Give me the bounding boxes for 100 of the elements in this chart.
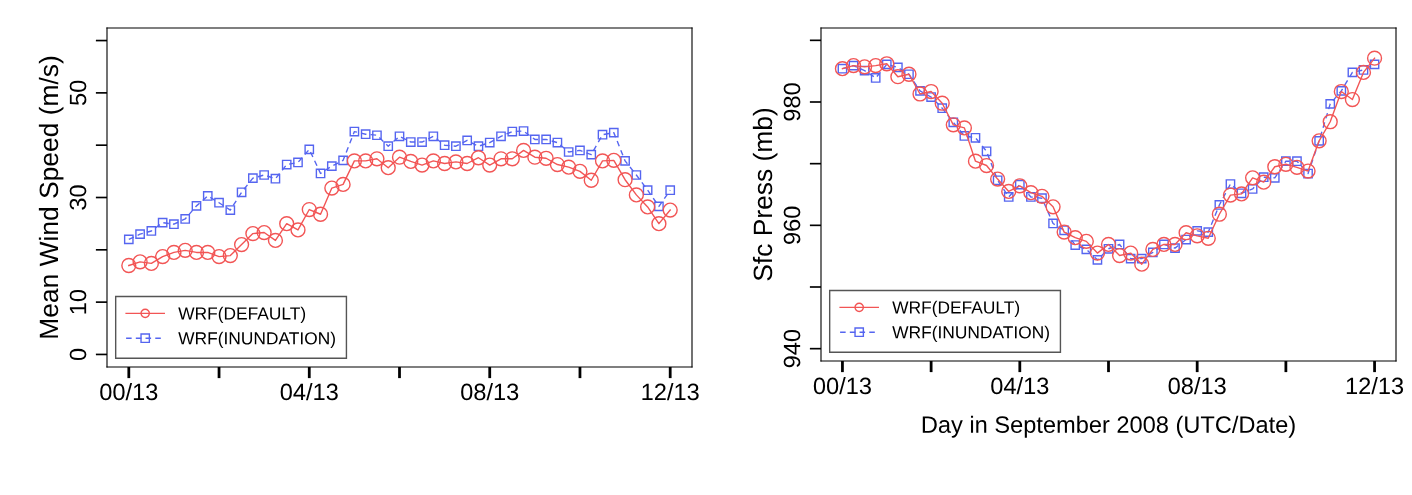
- point: [606, 152, 622, 168]
- point: [504, 151, 520, 167]
- point: [383, 141, 394, 152]
- y-axis-title: Sfc Press (mb): [752, 108, 778, 281]
- x-tick-label: 00/13: [813, 376, 871, 395]
- point: [493, 151, 509, 167]
- point: [245, 225, 261, 242]
- point: [1070, 240, 1081, 250]
- point: [312, 206, 329, 222]
- point: [1325, 98, 1336, 109]
- point: [143, 255, 160, 272]
- point: [380, 160, 396, 176]
- point: [1289, 159, 1305, 176]
- point: [1181, 234, 1191, 245]
- point: [200, 244, 216, 261]
- point: [1078, 233, 1094, 250]
- point: [1067, 230, 1083, 246]
- point: [651, 216, 667, 232]
- point: [338, 155, 348, 166]
- point: [1322, 114, 1338, 130]
- point: [631, 170, 642, 180]
- point: [335, 176, 351, 193]
- point: [1222, 187, 1239, 203]
- y-tick-label: 10: [69, 289, 87, 314]
- point: [1269, 172, 1280, 183]
- point: [1211, 206, 1228, 222]
- point: [1100, 236, 1117, 253]
- point: [1214, 200, 1225, 210]
- point: [912, 86, 928, 102]
- point: [594, 153, 611, 169]
- point: [642, 185, 653, 196]
- x-axis-title: Day in September 2008 (UTC/Date): [922, 415, 1295, 438]
- point: [1034, 188, 1050, 204]
- point: [970, 132, 981, 143]
- point: [586, 149, 597, 160]
- point: [1244, 170, 1261, 186]
- point: [1023, 185, 1039, 201]
- point: [394, 131, 405, 142]
- point: [1003, 192, 1014, 202]
- point: [358, 153, 374, 169]
- point: [169, 219, 179, 230]
- point: [1300, 163, 1316, 179]
- point: [188, 244, 205, 261]
- y-axis-title: Mean Wind Speed (m/s): [38, 56, 64, 338]
- point: [484, 137, 495, 148]
- point: [267, 232, 284, 249]
- point: [448, 154, 464, 170]
- point: [1145, 241, 1161, 258]
- point: [222, 247, 238, 264]
- point: [1089, 245, 1106, 261]
- point: [1048, 218, 1058, 229]
- point: [507, 126, 518, 137]
- y-tick-label: 940: [783, 329, 801, 368]
- point: [989, 171, 1006, 187]
- point: [956, 120, 973, 136]
- point: [923, 83, 939, 100]
- point: [538, 150, 554, 166]
- point: [1001, 183, 1017, 200]
- point: [1200, 230, 1216, 246]
- point: [439, 140, 450, 151]
- point: [1256, 174, 1272, 190]
- point: [572, 163, 588, 179]
- point: [403, 153, 419, 170]
- point: [135, 229, 145, 239]
- point: [482, 157, 498, 173]
- x-tick-label: 12/13: [642, 382, 699, 401]
- point: [1081, 244, 1092, 255]
- point: [414, 157, 430, 173]
- point: [1114, 239, 1125, 250]
- point: [981, 146, 992, 157]
- point: [1366, 50, 1383, 66]
- point: [529, 134, 540, 145]
- point: [177, 242, 193, 258]
- point: [132, 254, 148, 270]
- x-tick-label: 04/13: [991, 376, 1049, 395]
- point: [518, 126, 529, 136]
- point: [934, 95, 950, 111]
- point: [527, 149, 543, 165]
- point: [617, 172, 633, 188]
- y-tick-label: 980: [783, 83, 801, 121]
- legend-label: WRF(DEFAULT): [892, 300, 1020, 318]
- point: [552, 137, 563, 148]
- point: [1012, 178, 1028, 194]
- point: [155, 248, 171, 265]
- point: [628, 187, 644, 203]
- point: [945, 117, 961, 133]
- point: [259, 170, 270, 180]
- point: [496, 131, 506, 142]
- point: [1189, 228, 1205, 244]
- point: [549, 156, 566, 173]
- point: [597, 129, 608, 140]
- x-tick-label: 12/13: [1346, 376, 1404, 395]
- point: [248, 173, 258, 184]
- point: [470, 150, 487, 166]
- point: [608, 127, 619, 138]
- point: [425, 153, 441, 169]
- point: [1344, 91, 1361, 108]
- point: [620, 156, 630, 166]
- point: [583, 172, 599, 188]
- point: [1167, 236, 1183, 253]
